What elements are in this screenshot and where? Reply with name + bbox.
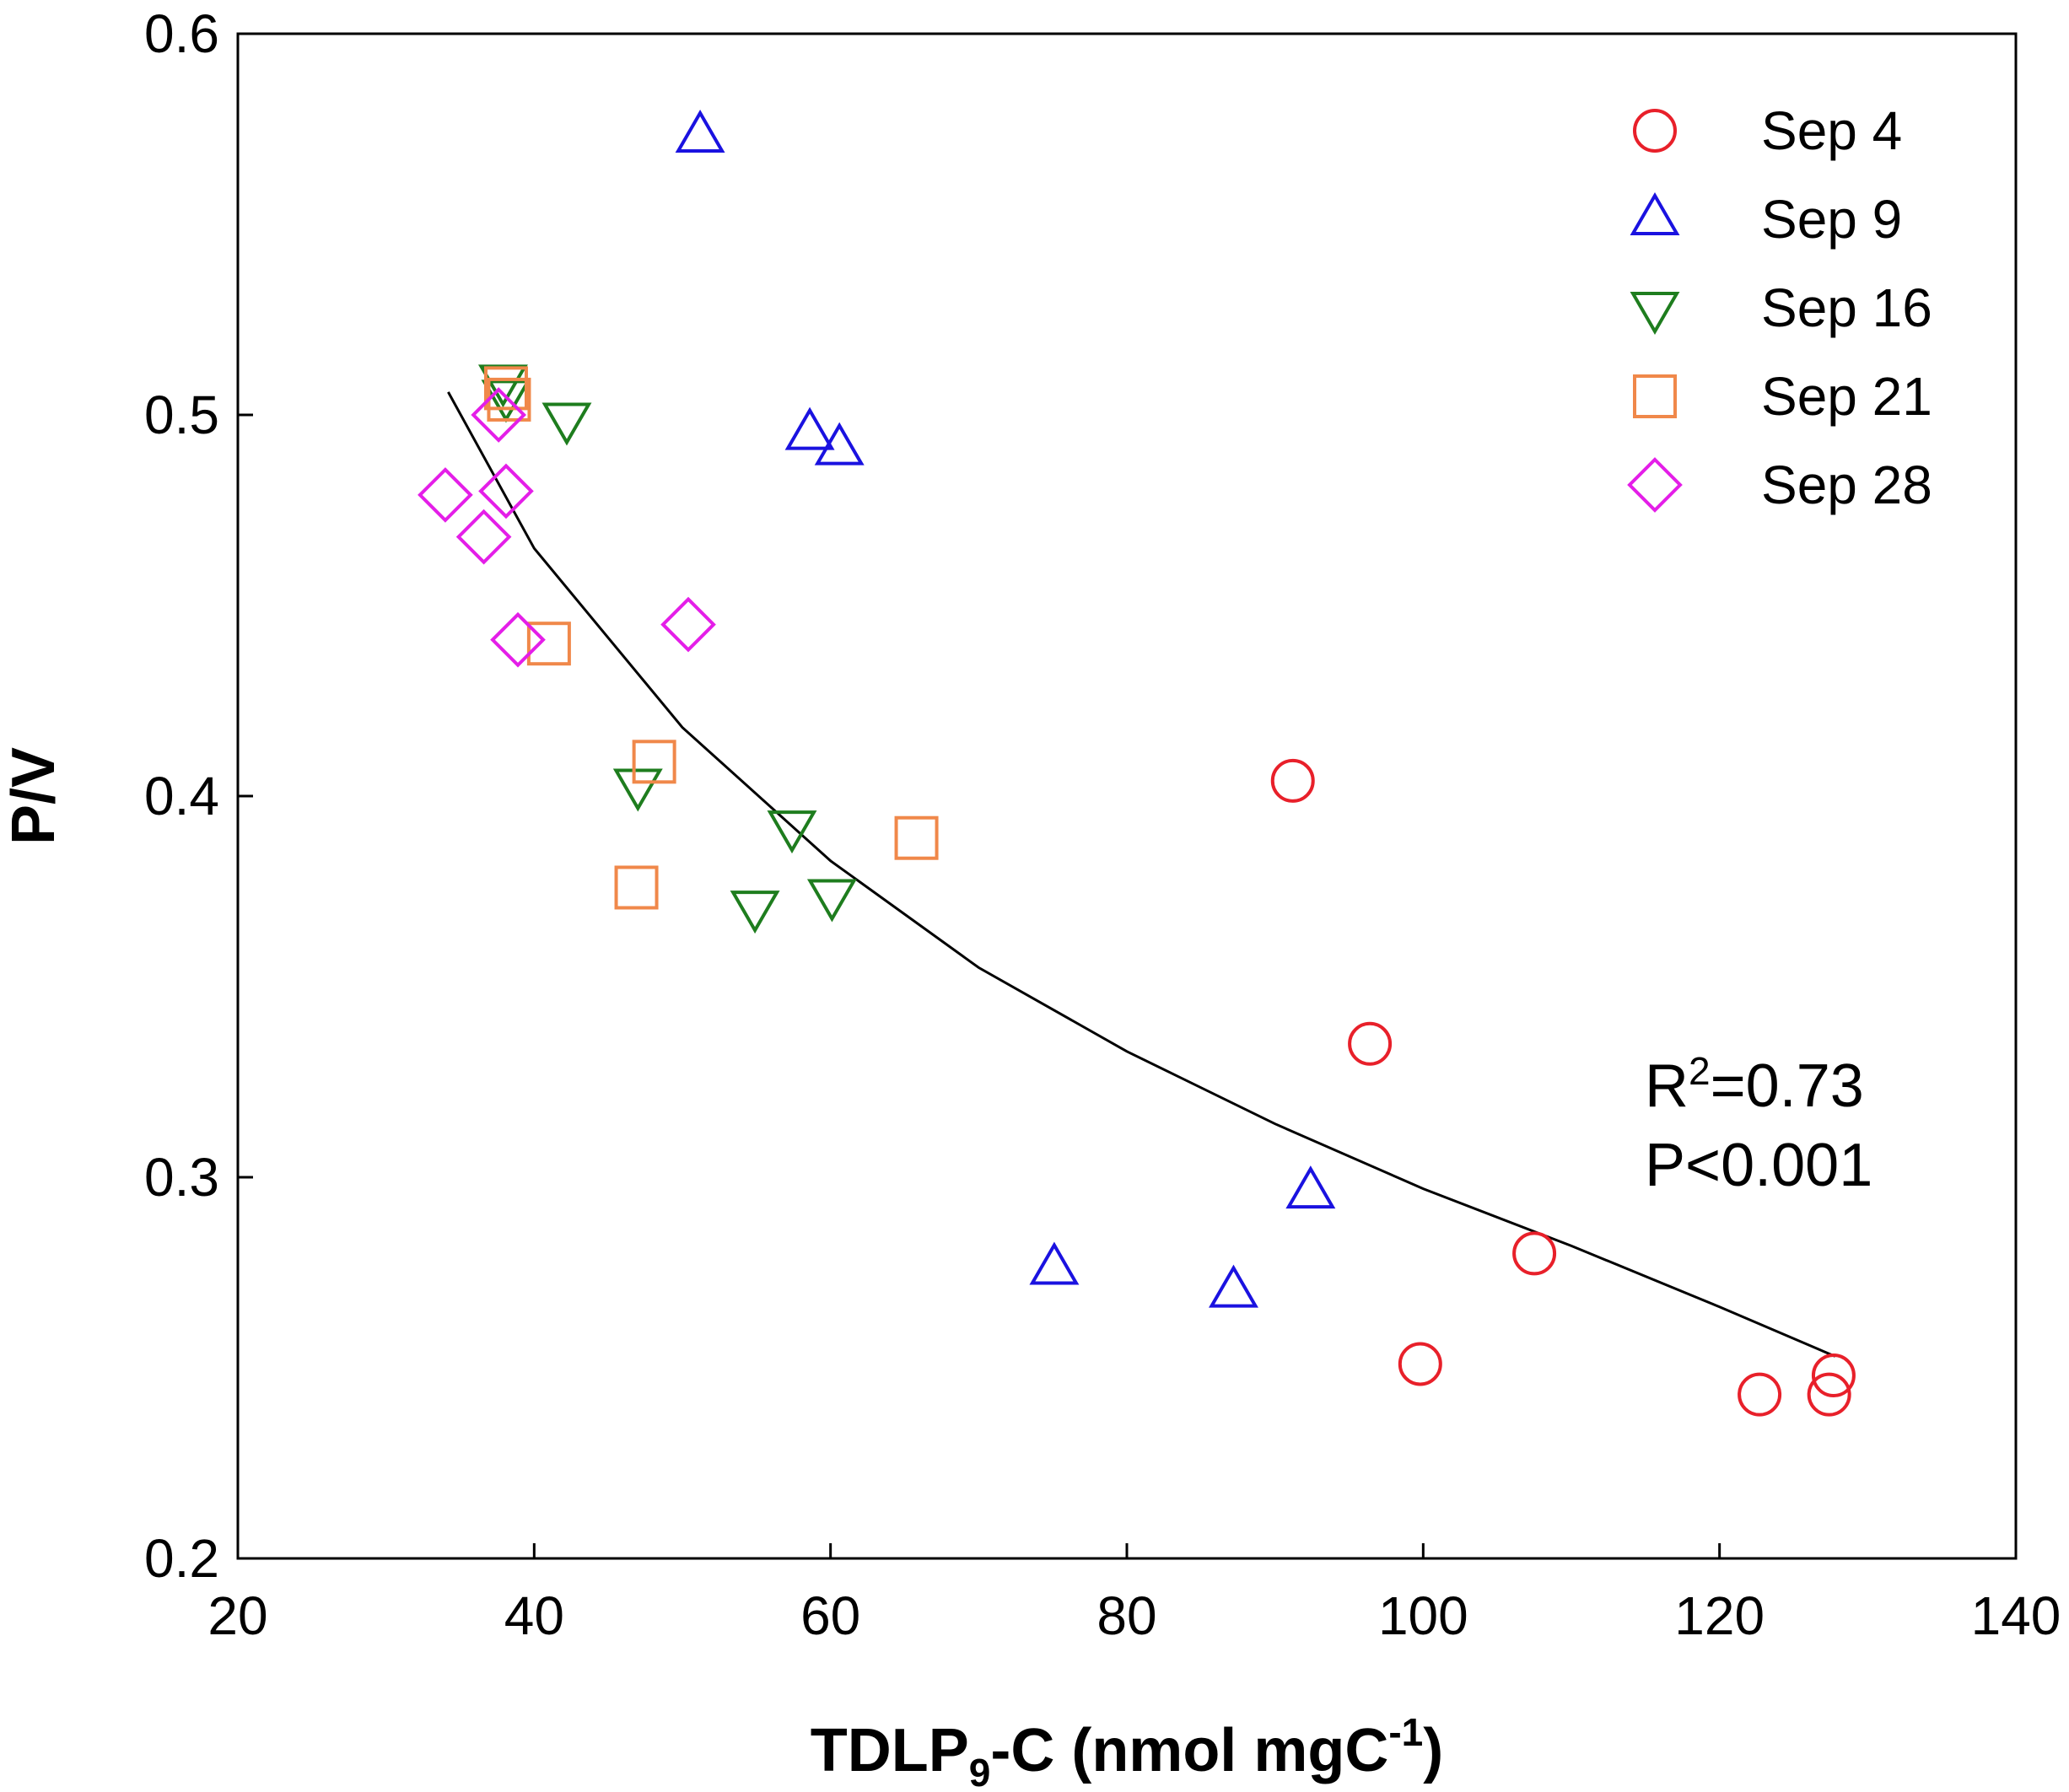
series-sep-28 (418, 387, 716, 668)
r-squared-superscript: 2 (1689, 1049, 1711, 1093)
data-point (477, 364, 528, 408)
data-point (418, 467, 473, 523)
y-tick-label: 0.3 (144, 1147, 219, 1208)
x-axis: 20 40 60 80 100 120 140 (207, 1543, 2061, 1646)
data-point (1738, 1372, 1782, 1417)
data-point (806, 879, 857, 923)
r-squared-annotation: R2=0.73 (1645, 1049, 1864, 1120)
x-tick-label: 100 (1378, 1585, 1468, 1646)
legend-marker (1630, 192, 1680, 235)
x-axis-title: TDLP9-C (nmol mgC-1) (811, 1710, 1443, 1792)
data-point (730, 891, 780, 934)
series-sep-4 (1270, 758, 1856, 1417)
legend-label: Sep 9 (1761, 189, 1902, 250)
data-point (894, 815, 939, 860)
y-tick-label: 0.2 (144, 1528, 219, 1589)
r-squared-prefix: R (1645, 1052, 1689, 1120)
p-value-annotation: P<0.001 (1645, 1132, 1872, 1199)
data-point (481, 379, 531, 423)
y-tick-label: 0.6 (144, 3, 219, 64)
data-point (1270, 758, 1315, 803)
data-point (814, 422, 865, 465)
plot-frame (236, 32, 2018, 1560)
legend: Sep 4 Sep 9 Sep 16 Sep 21 Sep 28 (1627, 100, 1932, 515)
x-axis-title-superscript: -1 (1388, 1710, 1423, 1754)
x-tick-label: 20 (207, 1585, 267, 1646)
data-point (1348, 1021, 1393, 1066)
data-markers (418, 110, 1856, 1417)
data-point (767, 810, 817, 854)
data-point (614, 865, 659, 910)
legend-label: Sep 16 (1761, 277, 1932, 338)
x-tick-label: 140 (1971, 1585, 2061, 1646)
series-sep-21 (483, 366, 939, 910)
r-squared-value: =0.73 (1711, 1052, 1864, 1120)
x-tick-label: 80 (1096, 1585, 1156, 1646)
series-sep-9 (675, 110, 1336, 1308)
x-tick-label: 40 (504, 1585, 564, 1646)
x-axis-title-end: ) (1423, 1717, 1443, 1784)
legend-marker (1630, 292, 1680, 335)
data-point (490, 611, 546, 668)
legend-label: Sep 4 (1761, 100, 1902, 161)
x-axis-title-main: TDLP (811, 1717, 969, 1784)
data-point (660, 596, 716, 653)
legend-label: Sep 28 (1761, 455, 1932, 515)
data-point (1209, 1264, 1258, 1308)
data-point (1029, 1241, 1080, 1285)
legend-label: Sep 21 (1761, 366, 1932, 427)
y-axis: 0.2 0.3 0.4 0.5 0.6 (144, 3, 253, 1589)
data-point (1285, 1165, 1336, 1209)
x-tick-label: 60 (800, 1585, 860, 1646)
data-point (784, 406, 835, 450)
data-point (632, 740, 676, 784)
x-tick-label: 120 (1674, 1585, 1765, 1646)
data-point (1512, 1231, 1557, 1276)
legend-marker (1627, 457, 1683, 513)
data-point (471, 387, 527, 443)
x-axis-title-subscript: 9 (969, 1751, 991, 1792)
data-point (483, 366, 528, 411)
data-point (612, 768, 663, 812)
data-point (1811, 1353, 1856, 1398)
data-point (526, 622, 571, 666)
y-tick-label: 0.5 (144, 385, 219, 445)
series-sep-16 (477, 364, 857, 934)
x-axis-title-middle: -C (nmol mgC (990, 1717, 1388, 1784)
y-tick-label: 0.4 (144, 766, 219, 826)
legend-marker (1633, 374, 1677, 418)
data-point (541, 402, 592, 446)
data-point (455, 509, 512, 565)
data-point (675, 110, 725, 153)
data-point (1398, 1342, 1442, 1386)
y-axis-title: P/V (0, 747, 67, 845)
data-point (478, 463, 534, 519)
fit-curve (447, 391, 1836, 1358)
legend-marker (1633, 109, 1677, 153)
data-point (1807, 1372, 1851, 1417)
